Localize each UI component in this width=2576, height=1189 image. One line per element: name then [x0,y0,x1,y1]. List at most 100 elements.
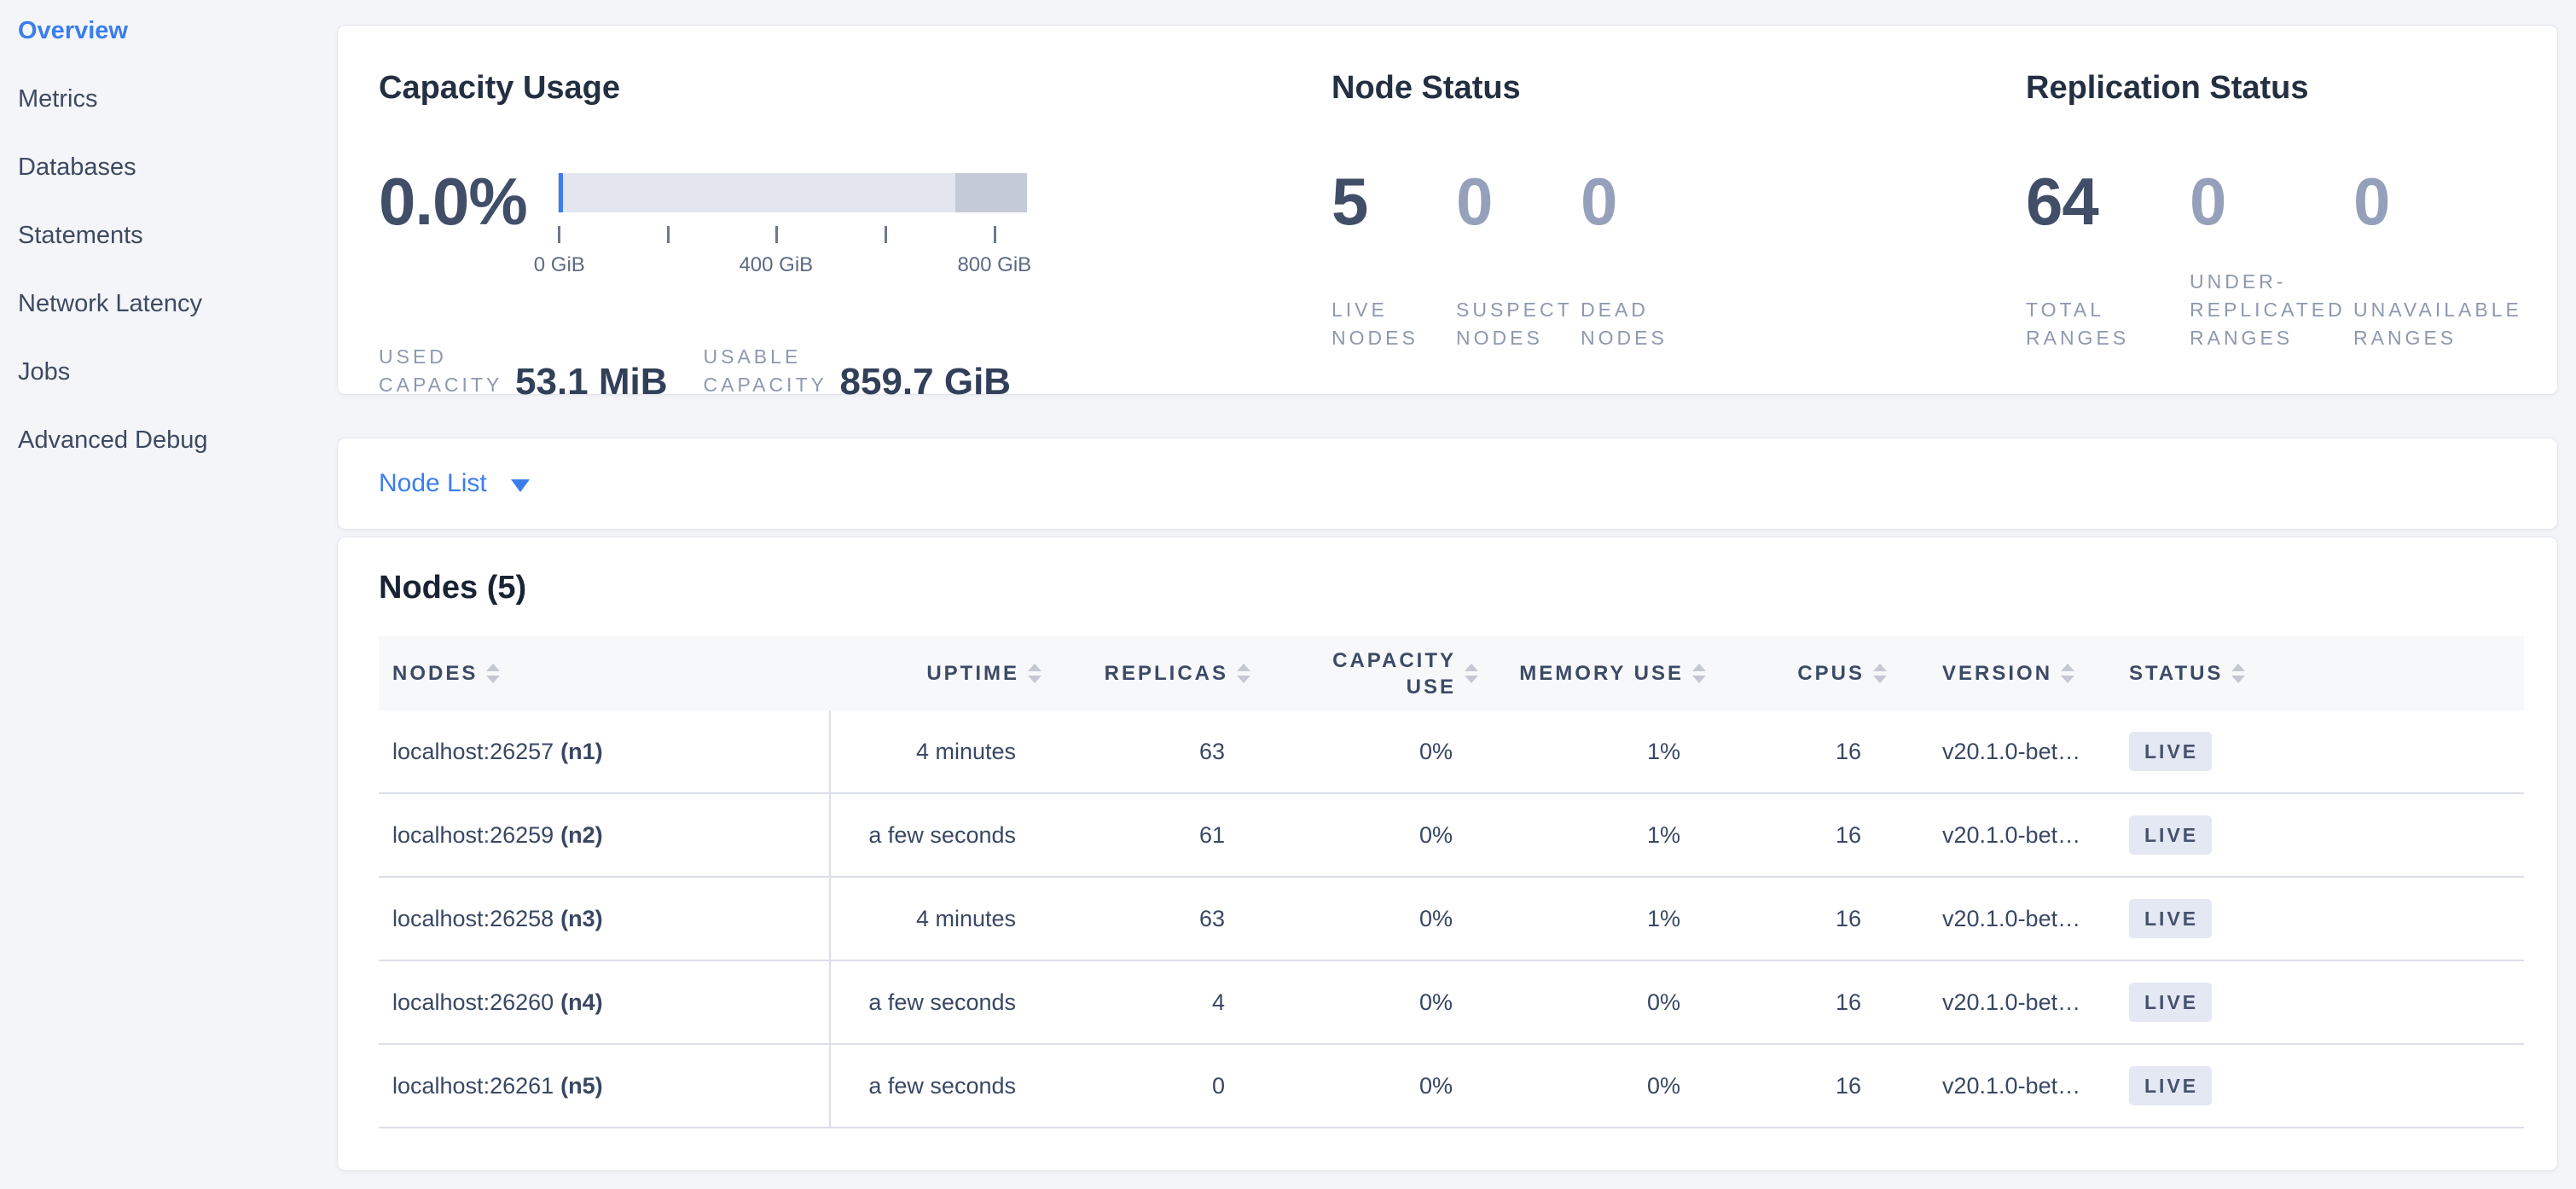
nodes-table-header: NODES UPTIME REPLICAS CAPACITY USE MEMOR… [379,636,2524,710]
under-replicated-ranges-metric: 0 UNDER-REPLICATED RANGES [2190,162,2353,352]
node-address[interactable]: localhost:26257 [392,738,554,764]
node-address-cell[interactable]: localhost:26258 (n3) [379,878,831,960]
column-header-nodes[interactable]: NODES [379,636,831,710]
capacity-gauge-track [557,173,1027,212]
cpus-cell: 16 [1835,989,1861,1015]
uptime-cell: a few seconds [868,1072,1016,1099]
memory-use-cell: 1% [1646,905,1680,931]
column-header-version[interactable]: VERSION [1895,636,2112,710]
node-address[interactable]: localhost:26259 [392,821,554,848]
used-capacity-stat: USED CAPACITY 53.1 MiB [379,343,668,403]
sort-icon [486,664,501,683]
node-address-cell[interactable]: localhost:26257 (n1) [379,710,831,792]
column-header-replicas[interactable]: REPLICAS [1050,636,1259,710]
capacity-use-cell: 0% [1419,738,1453,764]
version-cell: v20.1.0-bet… [1942,1072,2081,1099]
sidebar-item-statements[interactable]: Statements [18,222,143,249]
status-cell: LIVE [2112,961,2524,1043]
capacity-usage-section: Capacity Usage 0.0% 0 GiB 400 GiB 800 Gi… [379,68,1031,403]
status-badge: LIVE [2129,732,2213,771]
under-replicated-ranges-label: UNDER-REPLICATED RANGES [2190,270,2346,349]
node-address[interactable]: localhost:26261 [392,1072,554,1099]
memory-use-cell: 0% [1646,1072,1680,1099]
column-header-uptime[interactable]: UPTIME [831,636,1050,710]
table-row: localhost:26259 (n2) a few seconds 61 0%… [379,794,2524,878]
unavailable-ranges-label: UNAVAILABLE RANGES [2353,299,2522,349]
node-status-title: Node Status [1332,70,1521,106]
uptime-cell: 4 minutes [915,905,1016,931]
sort-icon [1237,664,1250,683]
used-capacity-label: USED CAPACITY [379,345,503,396]
column-header-capacity-use[interactable]: CAPACITY USE [1259,636,1487,710]
node-list-dropdown-label[interactable]: Node List [379,469,487,497]
cluster-summary-card: Capacity Usage 0.0% 0 GiB 400 GiB 800 Gi… [337,25,2558,403]
node-id: (n2) [560,821,603,848]
dead-nodes-metric: 0 DEAD NODES [1581,162,1705,352]
unavailable-ranges-value: 0 [2353,164,2390,239]
version-cell: v20.1.0-bet… [1942,821,2081,848]
cpus-cell: 16 [1835,905,1861,931]
node-address-cell[interactable]: localhost:26259 (n2) [379,794,831,876]
replicas-cell: 61 [1198,821,1225,848]
column-header-label: UPTIME [926,661,1019,685]
status-cell: LIVE [2112,710,2524,792]
node-id: (n1) [560,738,603,764]
cpus-cell: 16 [1835,738,1861,764]
capacity-gauge-row: 0.0% 0 GiB 400 GiB 800 GiB [379,162,1031,301]
replication-status-title: Replication Status [2026,70,2309,106]
capacity-use-cell: 0% [1419,905,1453,931]
usable-capacity-stat: USABLE CAPACITY 859.7 GiB [704,343,1012,403]
total-ranges-label: TOTAL RANGES [2026,299,2130,349]
memory-use-cell: 0% [1646,989,1680,1015]
total-ranges-metric: 64 TOTAL RANGES [2026,162,2190,352]
capacity-use-cell: 0% [1419,1072,1453,1099]
main-content: Capacity Usage 0.0% 0 GiB 400 GiB 800 Gi… [337,0,2558,1171]
replicas-cell: 4 [1211,989,1225,1015]
node-address[interactable]: localhost:26258 [392,905,554,931]
dead-nodes-label: DEAD NODES [1581,299,1668,349]
node-address-cell[interactable]: localhost:26261 (n5) [379,1045,831,1127]
column-header-status[interactable]: STATUS [2112,636,2524,710]
capacity-usage-title: Capacity Usage [379,70,621,106]
sidebar: Overview Metrics Databases Statements Ne… [0,0,337,1189]
capacity-gauge-used-tick [558,173,563,212]
status-badge: LIVE [2129,1066,2213,1105]
sidebar-item-network-latency[interactable]: Network Latency [18,290,202,317]
version-cell: v20.1.0-bet… [1942,738,2081,764]
node-status-metrics: 5 LIVE NODES 0 SUSPECT NODES 0 DEAD NODE… [1332,162,1705,352]
column-header-cpus[interactable]: CPUS [1714,636,1895,710]
node-address-cell[interactable]: localhost:26260 (n4) [379,961,831,1043]
sidebar-item-databases[interactable]: Databases [18,154,136,181]
sort-icon [1692,664,1706,683]
axis-tick [993,226,996,243]
replication-metrics: 64 TOTAL RANGES 0 UNDER-REPLICATED RANGE… [2026,162,2522,352]
total-ranges-value: 64 [2026,164,2099,239]
cpus-cell: 16 [1835,1072,1861,1099]
view-selector[interactable]: Node List [337,438,2558,530]
node-id: (n3) [560,905,603,931]
usable-capacity-label: USABLE CAPACITY [703,345,827,396]
sidebar-item-advanced-debug[interactable]: Advanced Debug [18,426,208,454]
status-badge: LIVE [2129,815,2213,855]
version-cell: v20.1.0-bet… [1942,905,2081,931]
cpus-cell: 16 [1835,821,1861,848]
live-nodes-label: LIVE NODES [1332,299,1419,349]
sidebar-item-overview[interactable]: Overview [18,17,128,44]
status-cell: LIVE [2112,794,2524,876]
axis-tick [557,226,560,243]
node-id: (n4) [560,989,603,1015]
column-header-memory-use[interactable]: MEMORY USE [1487,636,1714,710]
column-header-label: STATUS [2129,661,2224,685]
nodes-table-card: Nodes (5) NODES UPTIME REPLICAS CAPACITY… [337,536,2558,1171]
live-nodes-value: 5 [1332,164,1368,239]
status-cell: LIVE [2112,878,2524,960]
sidebar-item-metrics[interactable]: Metrics [18,85,98,113]
replicas-cell: 63 [1198,738,1225,764]
node-address[interactable]: localhost:26260 [392,989,554,1015]
suspect-nodes-label: SUSPECT NODES [1456,299,1573,349]
sidebar-item-jobs[interactable]: Jobs [18,358,71,386]
memory-use-cell: 1% [1646,821,1680,848]
uptime-cell: a few seconds [868,989,1016,1015]
capacity-gauge-capacity-segment [954,173,1027,212]
table-row: localhost:26258 (n3) 4 minutes 63 0% 1% … [379,878,2524,961]
